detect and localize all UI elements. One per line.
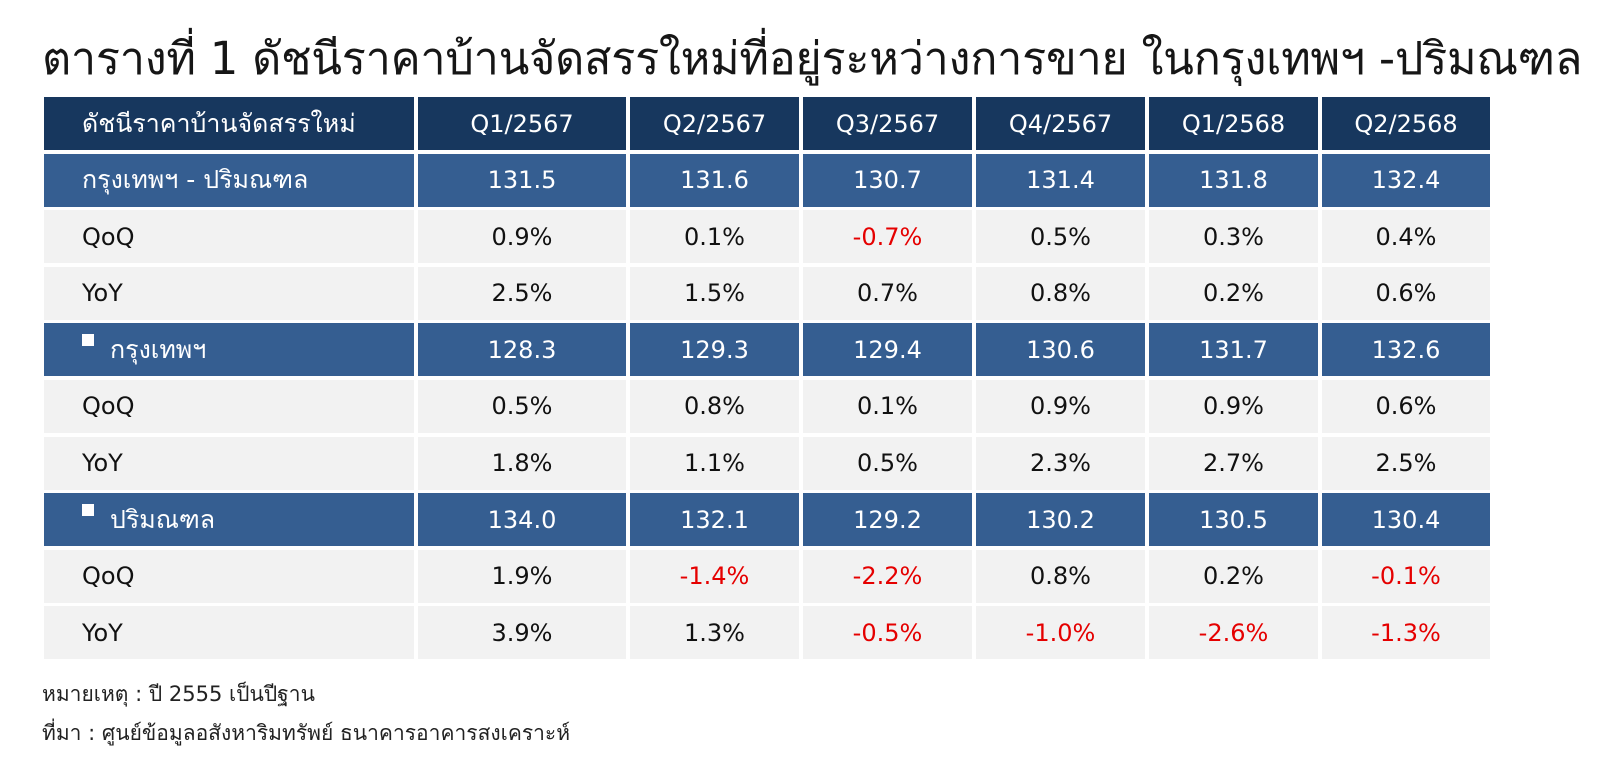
- value-cell: 128.3: [418, 323, 626, 377]
- page-title: ตารางที่ 1 ดัชนีราคาบ้านจัดสรรใหม่ที่อยู…: [42, 32, 1583, 85]
- value-cell: -1.4%: [630, 549, 799, 603]
- header-q4-2567: Q4/2567: [976, 97, 1145, 150]
- value-cell: 0.2%: [1149, 266, 1318, 320]
- value-cell: 3.9%: [418, 606, 626, 660]
- row-label-text: YoY: [82, 618, 123, 647]
- row-label-text: YoY: [82, 449, 123, 478]
- row-label: QoQ: [44, 549, 414, 603]
- value-cell: 130.5: [1149, 493, 1318, 547]
- row-label-text: ปริมณฑล: [110, 504, 216, 534]
- value-cell: 0.8%: [976, 549, 1145, 603]
- value-cell: 1.9%: [418, 549, 626, 603]
- value-cell: 129.4: [803, 323, 972, 377]
- value-cell: 132.6: [1322, 323, 1490, 377]
- value-cell: 0.9%: [976, 379, 1145, 433]
- value-cell: 131.8: [1149, 153, 1318, 207]
- source-note: ที่มา : ศูนย์ข้อมูลอสังหาริมทรัพย์ ธนาคา…: [42, 721, 571, 745]
- header-q2-2568: Q2/2568: [1322, 97, 1490, 150]
- value-cell: 0.8%: [630, 379, 799, 433]
- value-cell: 0.9%: [1149, 379, 1318, 433]
- value-cell: 134.0: [418, 493, 626, 547]
- header-label: ดัชนีราคาบ้านจัดสรรใหม่: [44, 97, 414, 150]
- table-row: QoQ 0.5% 0.8% 0.1% 0.9% 0.9% 0.6%: [44, 379, 1490, 433]
- table-row: ปริมณฑล 134.0 132.1 129.2 130.2 130.5 130.4: [44, 493, 1490, 547]
- row-label: กรุงเทพฯ - ปริมณฑล: [44, 153, 414, 207]
- value-cell: 130.4: [1322, 493, 1490, 547]
- value-cell: 132.1: [630, 493, 799, 547]
- table-row: YoY 1.8% 1.1% 0.5% 2.3% 2.7% 2.5%: [44, 436, 1490, 490]
- table-header-row: ดัชนีราคาบ้านจัดสรรใหม่ Q1/2567 Q2/2567 …: [44, 97, 1490, 150]
- table-row: YoY 2.5% 1.5% 0.7% 0.8% 0.2% 0.6%: [44, 266, 1490, 320]
- row-label: YoY: [44, 606, 414, 660]
- row-label: QoQ: [44, 379, 414, 433]
- table-row: กรุงเทพฯ 128.3 129.3 129.4 130.6 131.7 132.6: [44, 323, 1490, 377]
- row-label-text: QoQ: [82, 392, 135, 421]
- row-label-text: QoQ: [82, 562, 135, 591]
- value-cell: -1.3%: [1322, 606, 1490, 660]
- header-q1-2568: Q1/2568: [1149, 97, 1318, 150]
- header-q2-2567: Q2/2567: [630, 97, 799, 150]
- value-cell: 130.2: [976, 493, 1145, 547]
- value-cell: 0.2%: [1149, 549, 1318, 603]
- table-row: QoQ 1.9% -1.4% -2.2% 0.8% 0.2% -0.1%: [44, 549, 1490, 603]
- value-cell: 131.4: [976, 153, 1145, 207]
- bullet-square-icon: [82, 333, 94, 346]
- table-row: YoY 3.9% 1.3% -0.5% -1.0% -2.6% -1.3%: [44, 606, 1490, 660]
- value-cell: 0.5%: [976, 210, 1145, 264]
- table-body: กรุงเทพฯ - ปริมณฑล 131.5 131.6 130.7 131.4 13…: [44, 153, 1490, 660]
- value-cell: 129.2: [803, 493, 972, 547]
- value-cell: 129.3: [630, 323, 799, 377]
- value-cell: 131.6: [630, 153, 799, 207]
- value-cell: 0.6%: [1322, 266, 1490, 320]
- row-label-text: QoQ: [82, 222, 135, 251]
- value-cell: -0.5%: [803, 606, 972, 660]
- value-cell: -1.0%: [976, 606, 1145, 660]
- value-cell: 0.8%: [976, 266, 1145, 320]
- value-cell: 0.9%: [418, 210, 626, 264]
- value-cell: 2.3%: [976, 436, 1145, 490]
- value-cell: 1.1%: [630, 436, 799, 490]
- value-cell: 130.7: [803, 153, 972, 207]
- value-cell: 131.7: [1149, 323, 1318, 377]
- remark-note: หมายเหตุ : ปี 2555 เป็นปีฐาน: [42, 682, 315, 706]
- value-cell: 0.1%: [803, 379, 972, 433]
- header-q1-2567: Q1/2567: [418, 97, 626, 150]
- value-cell: -0.1%: [1322, 549, 1490, 603]
- row-label: YoY: [44, 266, 414, 320]
- row-label: QoQ: [44, 210, 414, 264]
- value-cell: 1.3%: [630, 606, 799, 660]
- row-label-text: YoY: [82, 279, 123, 308]
- value-cell: 0.5%: [803, 436, 972, 490]
- value-cell: 131.5: [418, 153, 626, 207]
- row-label-text: กรุงเทพฯ - ปริมณฑล: [82, 165, 309, 195]
- price-index-table: ดัชนีราคาบ้านจัดสรรใหม่ Q1/2567 Q2/2567 …: [44, 97, 1490, 663]
- value-cell: 0.3%: [1149, 210, 1318, 264]
- bullet-square-icon: [82, 503, 94, 516]
- row-label: YoY: [44, 436, 414, 490]
- value-cell: -2.6%: [1149, 606, 1318, 660]
- header-q3-2567: Q3/2567: [803, 97, 972, 150]
- value-cell: 132.4: [1322, 153, 1490, 207]
- value-cell: 0.5%: [418, 379, 626, 433]
- value-cell: -0.7%: [803, 210, 972, 264]
- value-cell: 1.8%: [418, 436, 626, 490]
- table-row: กรุงเทพฯ - ปริมณฑล 131.5 131.6 130.7 131.4 13…: [44, 153, 1490, 207]
- row-label-text: กรุงเทพฯ: [110, 334, 207, 364]
- value-cell: -2.2%: [803, 549, 972, 603]
- row-label: ปริมณฑล: [44, 493, 414, 547]
- value-cell: 2.7%: [1149, 436, 1318, 490]
- value-cell: 0.7%: [803, 266, 972, 320]
- value-cell: 0.6%: [1322, 379, 1490, 433]
- value-cell: 2.5%: [1322, 436, 1490, 490]
- value-cell: 130.6: [976, 323, 1145, 377]
- row-label: กรุงเทพฯ: [44, 323, 414, 377]
- value-cell: 0.4%: [1322, 210, 1490, 264]
- value-cell: 0.1%: [630, 210, 799, 264]
- value-cell: 1.5%: [630, 266, 799, 320]
- value-cell: 2.5%: [418, 266, 626, 320]
- table-row: QoQ 0.9% 0.1% -0.7% 0.5% 0.3% 0.4%: [44, 210, 1490, 264]
